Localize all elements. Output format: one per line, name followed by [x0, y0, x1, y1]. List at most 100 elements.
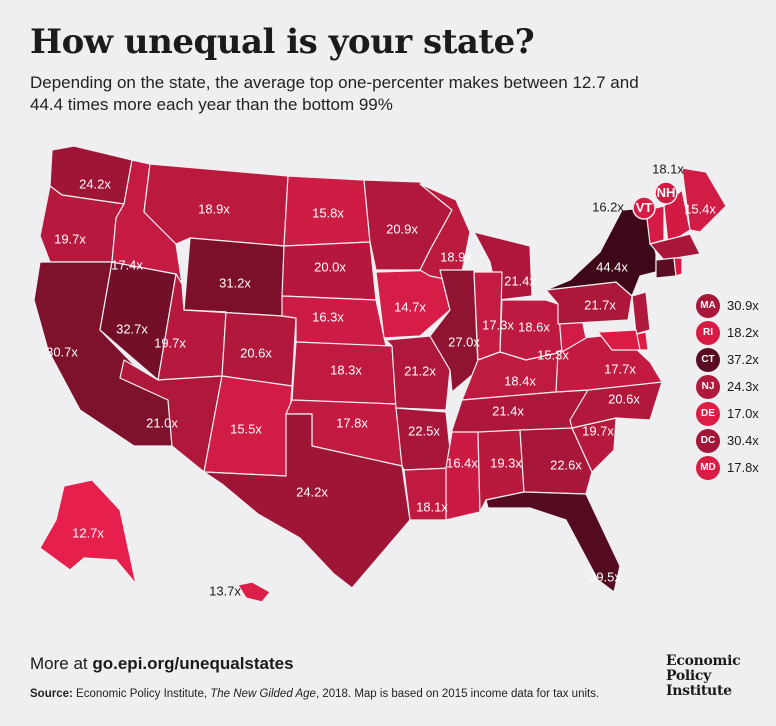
state-label-ne: 16.3x [312, 309, 344, 324]
legend-row-ma: MA 30.9x [696, 292, 759, 319]
state-label-ok: 17.8x [336, 415, 368, 430]
state-label-sc: 19.7x [582, 423, 614, 438]
state-label-mt: 18.9x [198, 201, 230, 216]
state-hi [237, 581, 271, 603]
legend-value-ri: 18.2x [727, 325, 759, 340]
state-label-or: 19.7x [54, 231, 86, 246]
state-wi [419, 183, 471, 283]
source-label: Source: [30, 688, 73, 700]
state-ct [655, 257, 677, 279]
legend-badge-md: MD [696, 455, 720, 480]
state-nj [631, 291, 651, 335]
state-label-ia: 14.7x [394, 299, 426, 314]
legend-value-nj: 24.3x [727, 379, 759, 394]
state-label-wi: 18.9x [440, 249, 472, 264]
state-label-me: 15.4x [684, 201, 716, 216]
legend-row-ri: RI 18.2x [696, 319, 759, 346]
callout-value-vt: 16.2x [592, 199, 624, 214]
state-label-tx: 24.2x [296, 484, 328, 499]
state-label-la: 18.1x [416, 499, 448, 514]
state-label-nm: 15.5x [230, 421, 262, 436]
source-note: Source: Economic Policy Institute, The N… [30, 688, 599, 700]
state-md [597, 329, 641, 351]
state-label-mo: 21.2x [404, 363, 436, 378]
small-states-legend: MA 30.9x RI 18.2x CT 37.2x NJ 24.3x DE 17.0x DC 30.… [696, 292, 759, 481]
us-inequality-map: 24.2x 19.7x 30.7x 32.7x 17.4x 18.9x 31.2x 19.7x… [33, 145, 727, 603]
legend-row-nj: NJ 24.3x [696, 373, 759, 400]
legend-badge-nj: NJ [696, 374, 720, 399]
state-label-ca: 30.7x [46, 344, 78, 359]
state-ar [395, 407, 453, 471]
page-subtitle: Depending on the state, the average top … [30, 73, 639, 114]
legend-value-dc: 30.4x [727, 433, 759, 448]
page-title: How unequal is your state? [30, 22, 535, 62]
state-label-hi: 13.7x [209, 583, 241, 598]
state-label-az: 21.0x [146, 415, 178, 430]
logo-line-1: Economic [666, 653, 741, 669]
state-label-ut: 19.7x [154, 335, 186, 350]
legend-row-md: MD 17.8x [696, 454, 759, 481]
legend-value-ma: 30.9x [727, 298, 759, 313]
state-labels: 24.2x 19.7x 30.7x 32.7x 17.4x 18.9x 31.2x 19.7x… [46, 176, 716, 598]
state-mi [473, 231, 533, 301]
callout-abbr-nh: NH [657, 185, 676, 200]
state-fl [485, 491, 621, 593]
state-ms [445, 431, 481, 521]
callout-value-nh: 18.1x [652, 161, 684, 176]
callout-badge-vt [632, 196, 656, 220]
source-post: , 2018. Map is based on 2015 income data… [315, 688, 600, 700]
state-label-ak: 12.7x [72, 525, 104, 540]
state-ga [519, 427, 593, 495]
legend-value-md: 17.8x [727, 460, 759, 475]
callout-abbr-vt: VT [636, 200, 653, 215]
state-ny [545, 207, 657, 297]
state-label-wa: 24.2x [79, 176, 111, 191]
legend-value-ct: 37.2x [727, 352, 759, 367]
state-label-mi: 21.4x [504, 273, 536, 288]
source-pre: Economic Policy Institute, [76, 688, 211, 700]
state-tx [203, 413, 411, 589]
state-label-fl: 39.5x [589, 569, 621, 584]
small-state-callouts: VT 16.2x NH 18.1x [592, 161, 684, 220]
legend-badge-ri: RI [696, 320, 720, 345]
legend-badge-dc: DC [696, 428, 720, 453]
state-label-nc: 20.6x [608, 391, 640, 406]
state-label-ga: 22.6x [550, 457, 582, 472]
state-label-pa: 21.7x [584, 297, 616, 312]
legend-badge-ma: MA [696, 293, 720, 318]
source-title: The New Gilded Age [210, 688, 316, 700]
state-label-in: 17.3x [482, 317, 514, 332]
logo-line-2: Policy [666, 668, 711, 684]
state-ma [649, 233, 701, 261]
legend-badge-de: DE [696, 401, 720, 426]
state-label-nv: 32.7x [116, 321, 148, 336]
state-label-ar: 22.5x [408, 423, 440, 438]
state-label-wv: 15.3x [537, 347, 569, 362]
state-ri [673, 257, 683, 277]
more-prefix: More at [30, 654, 93, 673]
state-label-oh: 18.6x [518, 319, 550, 334]
state-label-al: 19.3x [490, 455, 522, 470]
callout-badge-nh [654, 181, 678, 205]
legend-value-de: 17.0x [727, 406, 759, 421]
state-label-ny: 44.4x [596, 259, 628, 274]
epi-logo: Economic Policy Institute [666, 654, 770, 699]
legend-row-de: DE 17.0x [696, 400, 759, 427]
state-label-wy: 31.2x [219, 275, 251, 290]
state-ak [39, 479, 137, 585]
state-id [111, 159, 183, 285]
legend-badge-ct: CT [696, 347, 720, 372]
legend-row-ct: CT 37.2x [696, 346, 759, 373]
logo-line-3: Institute [666, 683, 732, 699]
state-label-tn: 21.4x [492, 403, 524, 418]
state-label-ks: 18.3x [330, 362, 362, 377]
legend-row-dc: DC 30.4x [696, 427, 759, 454]
more-link[interactable]: go.epi.org/unequalstates [92, 654, 294, 673]
state-label-ms: 16.4x [446, 455, 478, 470]
state-label-co: 20.6x [240, 345, 272, 360]
state-label-va: 17.7x [604, 361, 636, 376]
state-shapes [33, 145, 727, 603]
more-info-line: More at go.epi.org/unequalstates [30, 654, 294, 674]
state-label-il: 27.0x [448, 334, 480, 349]
state-label-mn: 20.9x [386, 221, 418, 236]
